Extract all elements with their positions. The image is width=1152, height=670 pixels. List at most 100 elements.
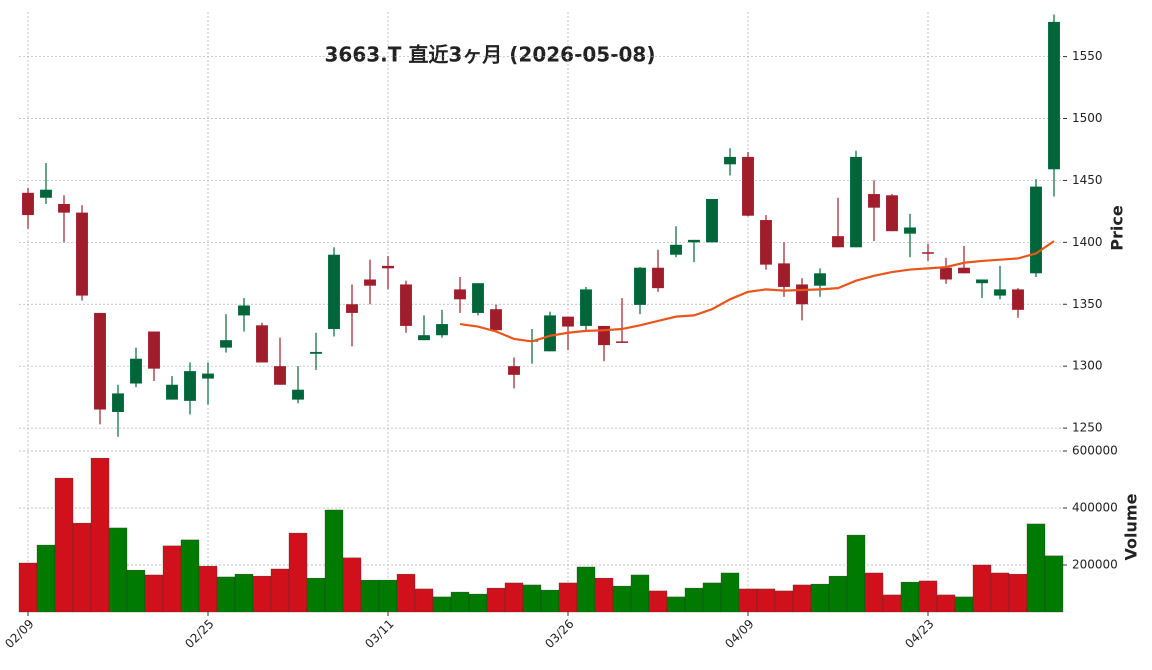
volume-bar: [666, 596, 686, 613]
volume-bar: [864, 572, 884, 613]
candle-body: [544, 315, 556, 352]
candle-body: [904, 227, 916, 234]
volume-bar: [738, 588, 758, 613]
candle-body: [220, 340, 232, 348]
candle-body: [1048, 21, 1060, 170]
volume-bar: [198, 565, 218, 613]
x-tick-label: 02/25: [182, 617, 216, 651]
volume-bar: [918, 580, 938, 613]
candle-body: [166, 384, 178, 400]
candle-body: [616, 341, 628, 343]
volume-bar: [378, 579, 398, 613]
candle-body: [328, 254, 340, 330]
volume-bar: [900, 581, 920, 613]
volume-bar: [1044, 555, 1064, 613]
candle-body: [634, 267, 646, 305]
y-tick-label: 1550: [1072, 49, 1103, 63]
volume-bar: [810, 583, 830, 613]
candle-body: [922, 252, 934, 254]
candle-body: [76, 212, 88, 296]
candle-body: [868, 194, 880, 208]
candle-body: [796, 284, 808, 305]
volume-bar: [18, 562, 38, 613]
candle-body: [238, 305, 250, 316]
candle-body: [274, 366, 286, 385]
candle-body: [346, 304, 358, 313]
x-tick-label: 03/11: [362, 617, 396, 651]
volume-bar: [702, 582, 722, 613]
volume-bar: [648, 590, 668, 613]
y-tick-label: 1400: [1072, 235, 1103, 249]
volume-bar: [306, 577, 326, 613]
y-tick-label: 1300: [1072, 359, 1103, 373]
candle-body: [940, 267, 952, 280]
candle-body: [958, 267, 970, 274]
candle-body: [670, 244, 682, 255]
volume-bar: [72, 522, 92, 613]
candle-body: [886, 195, 898, 232]
x-tick-label: 04/23: [902, 617, 936, 651]
candle-body: [58, 203, 70, 213]
y-tick-label: 1450: [1072, 173, 1103, 187]
volume-bar: [234, 573, 254, 613]
volume-bar: [270, 568, 290, 613]
volume-bar: [612, 585, 632, 613]
x-tick-label: 03/26: [542, 617, 576, 651]
volume-bar: [396, 573, 416, 613]
chart-title: 3663.T 直近3ヶ月 (2026-05-08): [325, 43, 656, 67]
volume-bar: [36, 544, 56, 613]
candle-body: [706, 198, 718, 243]
volume-bar: [828, 575, 848, 613]
candle-body: [814, 273, 826, 286]
candle-body: [148, 331, 160, 369]
candle-body: [832, 236, 844, 248]
candle-body: [760, 220, 772, 265]
volume-bar: [486, 587, 506, 613]
candle-body: [472, 283, 484, 313]
candle-body: [202, 373, 214, 379]
candle-body: [184, 371, 196, 401]
candle-body: [256, 325, 268, 363]
candle-body: [130, 358, 142, 384]
volume-bar: [54, 477, 74, 613]
volume-bar: [720, 572, 740, 613]
y-tick-label: 1500: [1072, 111, 1103, 125]
volume-bar: [90, 457, 110, 613]
candle-body: [778, 263, 790, 287]
candle-body: [292, 389, 304, 400]
y2-axis-label: Volume: [1122, 493, 1141, 560]
volume-bar: [756, 588, 776, 613]
volume-bar: [414, 588, 434, 613]
y-tick-label: 1250: [1072, 421, 1103, 435]
candle-body: [1030, 186, 1042, 274]
y-tick-label: 1350: [1072, 297, 1103, 311]
volume-bar: [558, 582, 578, 613]
candle-body: [40, 189, 52, 198]
y2-tick-label: 200000: [1072, 557, 1118, 571]
volume-bar: [576, 566, 596, 613]
candle-body: [850, 156, 862, 248]
volume-bar: [216, 576, 236, 613]
volume-bar: [450, 591, 470, 613]
volume-bar: [342, 557, 362, 613]
x-tick-label: 04/09: [722, 617, 756, 651]
candle-body: [724, 156, 736, 165]
volume-bar: [432, 596, 452, 613]
volume-bar: [468, 593, 488, 613]
candle-body: [310, 351, 322, 354]
volume-bar: [990, 572, 1010, 613]
candle-body: [400, 284, 412, 326]
candle-body: [508, 366, 520, 375]
candle-body: [742, 156, 754, 216]
candle-body: [688, 239, 700, 243]
volume-bar: [846, 534, 866, 613]
candle-body: [994, 289, 1006, 296]
candle-body: [418, 335, 430, 341]
volume-bar: [540, 589, 560, 613]
candle-body: [436, 324, 448, 336]
candle-body: [562, 316, 574, 327]
volume-bar: [630, 574, 650, 613]
candle-body: [580, 289, 592, 326]
y2-tick-label: 400000: [1072, 500, 1118, 514]
volume-bar: [360, 579, 380, 613]
